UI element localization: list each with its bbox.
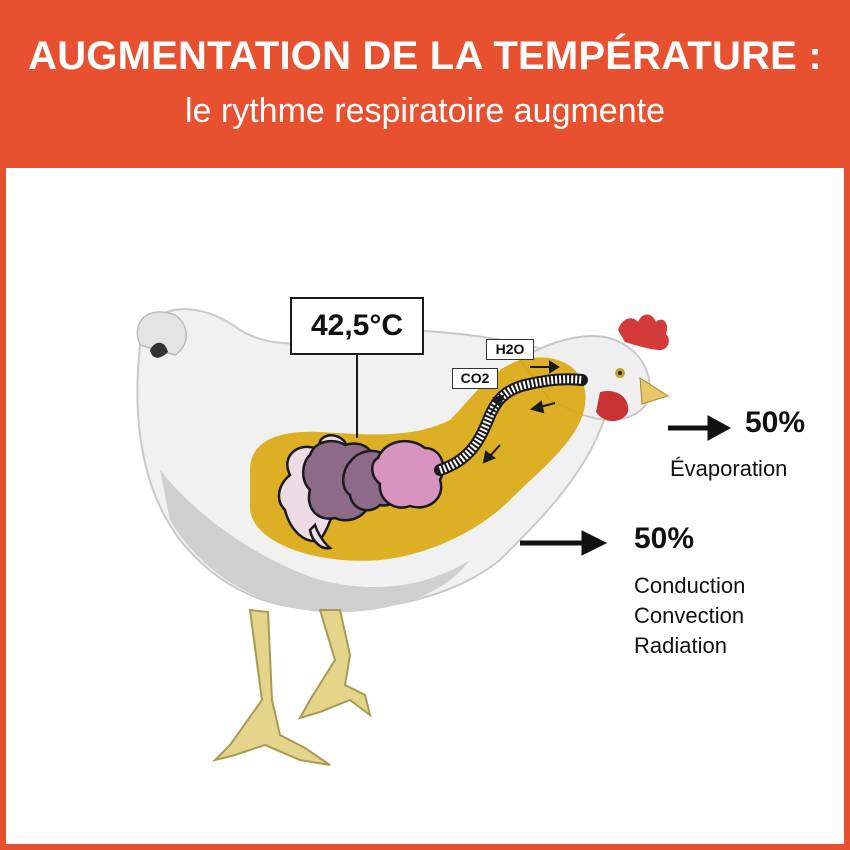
beak-icon bbox=[639, 377, 670, 405]
page-subtitle: le rythme respiratoire augmente bbox=[184, 92, 665, 130]
evaporation-arrow bbox=[668, 415, 732, 441]
internal-organs bbox=[277, 434, 445, 550]
conduction-arrow bbox=[520, 530, 608, 556]
conduction-label: Conduction bbox=[634, 573, 746, 598]
wattle-icon bbox=[596, 390, 629, 421]
h2o-label: H2O bbox=[486, 339, 534, 360]
gas-flow-arrows bbox=[482, 360, 560, 464]
body-temperature-label: 42,5°C bbox=[290, 297, 424, 355]
co2-label: CO2 bbox=[452, 368, 498, 389]
conduction-percent: 50% bbox=[634, 522, 695, 555]
header-banner: AUGMENTATION DE LA TEMPÉRATURE : le ryth… bbox=[0, 0, 850, 168]
evaporation-label: Évaporation bbox=[670, 456, 788, 481]
page-title: AUGMENTATION DE LA TEMPÉRATURE : bbox=[28, 34, 822, 78]
radiation-label: Radiation bbox=[634, 633, 727, 658]
convection-label: Convection bbox=[634, 603, 745, 628]
evaporation-percent: 50% bbox=[745, 406, 806, 439]
output-arrows bbox=[520, 415, 732, 556]
chicken-legs bbox=[211, 608, 372, 766]
